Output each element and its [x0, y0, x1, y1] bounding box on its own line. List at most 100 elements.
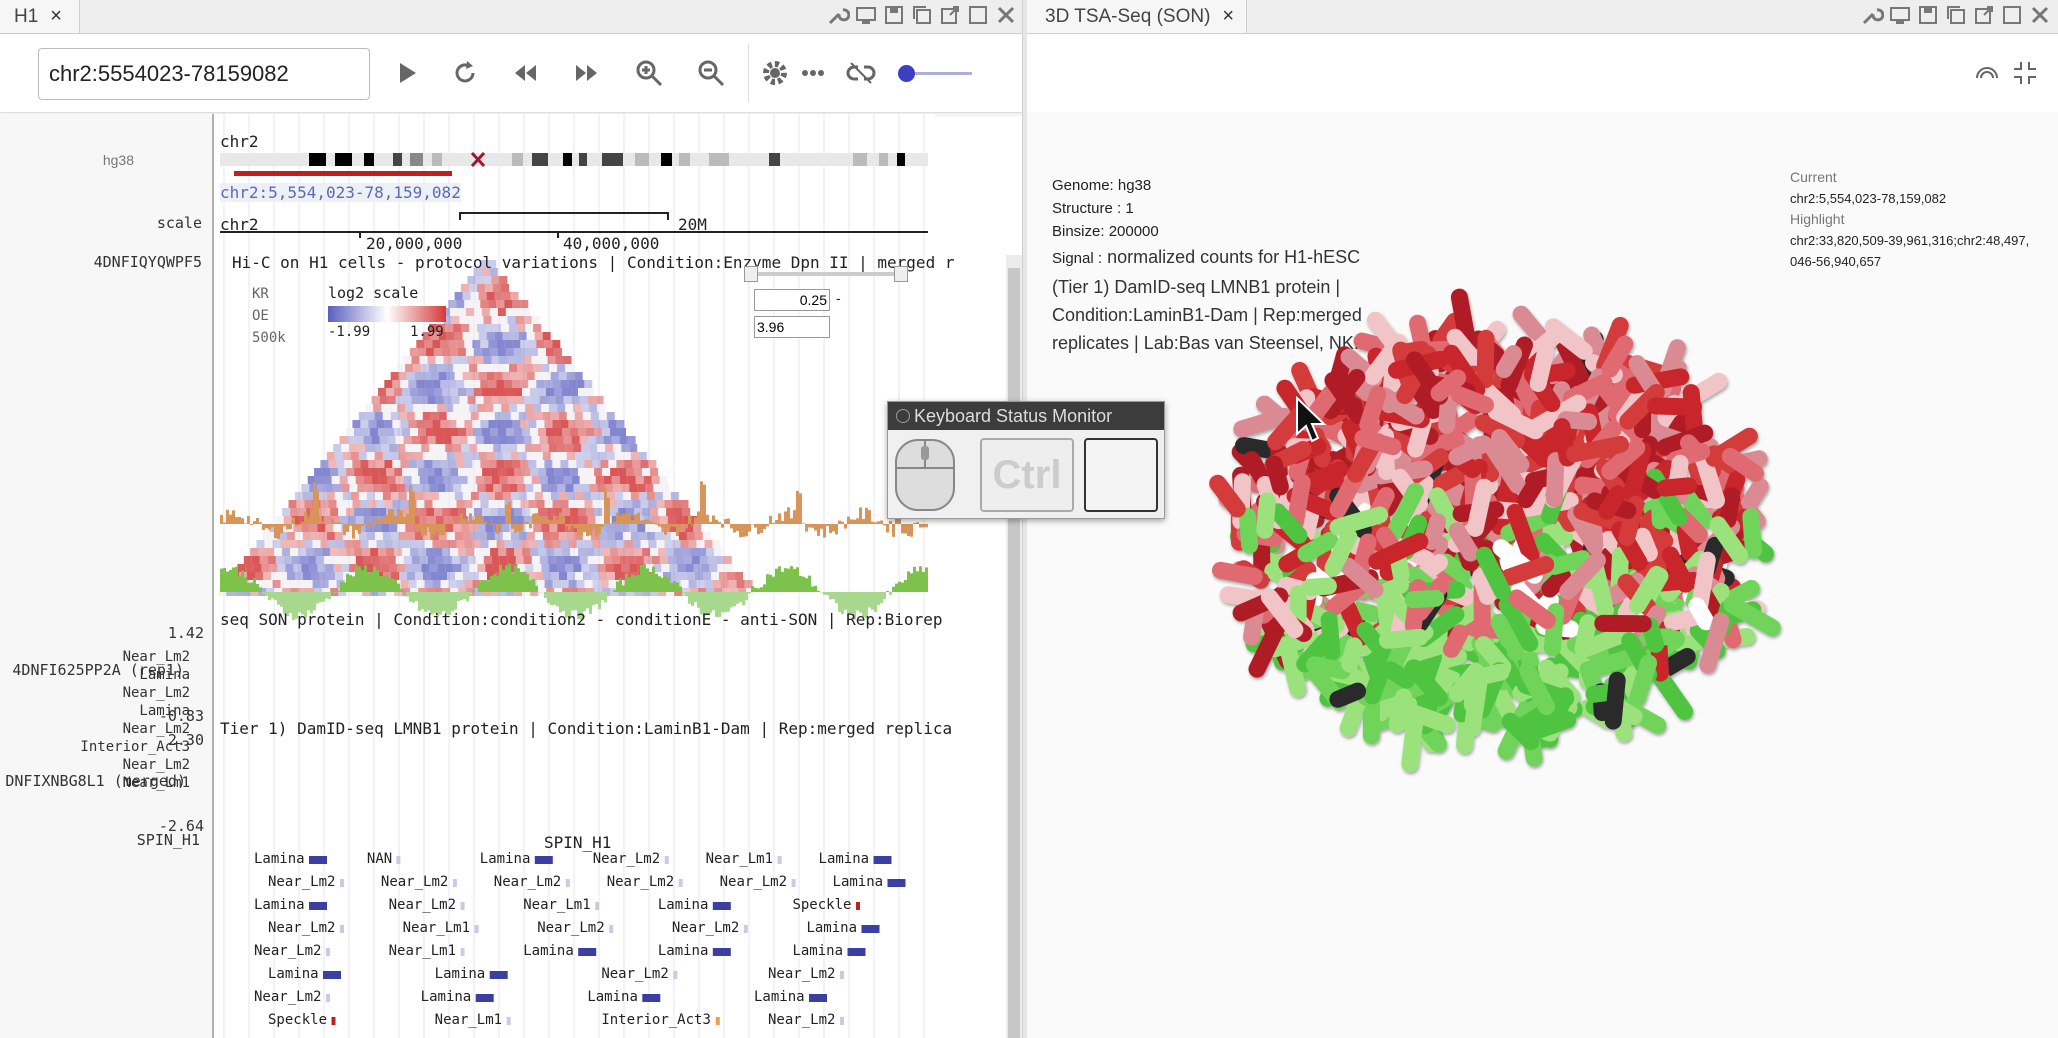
- close-icon[interactable]: ×: [50, 5, 62, 27]
- hic-cell: [525, 364, 534, 372]
- refresh-icon[interactable]: [450, 58, 480, 88]
- zoom-slider-knob[interactable]: [898, 65, 915, 82]
- ideogram-band: [432, 153, 442, 166]
- hic-cell: [507, 356, 516, 364]
- hic-cell: [443, 396, 452, 404]
- tab-h1[interactable]: H1 ×: [0, 0, 80, 33]
- hic-cell: [395, 396, 404, 404]
- play-icon[interactable]: [392, 58, 422, 88]
- hic-cell: [394, 468, 403, 476]
- close-pane-icon[interactable]: [994, 3, 1018, 27]
- hic-norm[interactable]: KR: [252, 286, 269, 302]
- hic-cell: [480, 380, 489, 388]
- monitor-close-icon[interactable]: [896, 409, 910, 423]
- keyboard-status-monitor[interactable]: Keyboard Status Monitor Ctrl: [887, 401, 1165, 519]
- hic-cell: [488, 300, 497, 308]
- chromatin-segment: [1301, 577, 1337, 596]
- range-slider-max-handle[interactable]: [894, 266, 908, 282]
- hic-cell: [693, 564, 702, 572]
- copy-icon[interactable]: [1944, 3, 1968, 27]
- save-icon[interactable]: [882, 3, 906, 27]
- gear-icon[interactable]: [760, 58, 790, 88]
- damid-bar: [373, 566, 376, 592]
- scrollbar-thumb[interactable]: [1008, 268, 1020, 1038]
- damid-bar: [421, 592, 424, 609]
- hic-cell: [558, 452, 567, 460]
- son-bar: [670, 524, 673, 527]
- hic-cell: [365, 564, 374, 572]
- hic-cell: [539, 476, 548, 484]
- 3d-canvas[interactable]: Genome: hg38 Structure : 1 Binsize: 2000…: [1027, 34, 2058, 1038]
- chromatin-segment: [1498, 596, 1539, 652]
- range-slider-track[interactable]: [751, 272, 901, 276]
- rewind-icon[interactable]: [510, 58, 540, 88]
- unlink-icon[interactable]: [846, 58, 876, 88]
- damid-bar: [892, 586, 895, 592]
- chromosome-ideogram[interactable]: [220, 151, 928, 168]
- zoom-in-icon[interactable]: [634, 58, 664, 88]
- damid-bar: [286, 592, 289, 617]
- chromatin-segment: [1508, 589, 1556, 630]
- hic-cell: [370, 548, 379, 556]
- hic-cell: [470, 492, 479, 500]
- range-slider-min-handle[interactable]: [744, 266, 758, 282]
- hic-cell: [312, 580, 321, 588]
- hic-resolution[interactable]: 500k: [252, 330, 286, 346]
- hic-cell: [413, 484, 422, 492]
- screen-icon[interactable]: [1888, 3, 1912, 27]
- rotate-icon[interactable]: [1972, 58, 2002, 88]
- save-icon[interactable]: [1916, 3, 1940, 27]
- hic-cell: [440, 540, 449, 548]
- popout-icon[interactable]: [1972, 3, 1996, 27]
- hic-cell: [571, 556, 580, 564]
- fast-forward-icon[interactable]: [572, 58, 602, 88]
- wrench-icon[interactable]: [1860, 3, 1885, 27]
- hic-heatmap[interactable]: [218, 260, 755, 596]
- son-bar: [409, 485, 412, 524]
- son-bar: [748, 524, 751, 532]
- hic-cell: [489, 348, 498, 356]
- tab-3d-tsa-seq[interactable]: 3D TSA-Seq (SON) ×: [1027, 0, 1247, 33]
- hic-cell: [507, 396, 516, 404]
- damid-bar: [448, 592, 451, 615]
- hic-cell: [497, 348, 506, 356]
- hic-cell: [427, 396, 436, 404]
- screen-icon[interactable]: [854, 3, 878, 27]
- monitor-titlebar[interactable]: Keyboard Status Monitor: [888, 402, 1164, 430]
- chromatin-segment: [1472, 568, 1496, 605]
- hic-cell: [502, 492, 511, 500]
- hic-cell: [306, 548, 315, 556]
- locus-input[interactable]: [38, 48, 370, 100]
- damid-bar: [280, 592, 283, 607]
- chromatin-segment: [1593, 375, 1624, 410]
- hic-cell: [419, 556, 428, 564]
- hic-cell: [643, 556, 652, 564]
- zoom-out-icon[interactable]: [696, 58, 726, 88]
- collapse-icon[interactable]: [2010, 58, 2040, 88]
- popout-icon[interactable]: [938, 3, 962, 27]
- hic-cell: [570, 508, 579, 516]
- zoom-slider-track[interactable]: [908, 72, 972, 75]
- hic-cell: [659, 476, 668, 484]
- range-max-input[interactable]: [754, 316, 830, 338]
- hic-cell: [414, 372, 423, 380]
- chromatin-structure[interactable]: [1027, 34, 2058, 1038]
- more-icon[interactable]: [798, 58, 828, 88]
- copy-icon[interactable]: [910, 3, 934, 27]
- hic-cell: [555, 556, 564, 564]
- maximize-icon[interactable]: [966, 3, 990, 27]
- son-bar: [286, 524, 289, 530]
- hic-cell: [560, 580, 569, 588]
- close-pane-icon[interactable]: [2028, 3, 2052, 27]
- range-min-input[interactable]: [754, 289, 830, 311]
- hic-cell: [530, 388, 538, 396]
- hic-mode[interactable]: OE: [252, 308, 269, 324]
- spin-feature-label: Near_Lm2: [592, 851, 661, 867]
- son-bar: [391, 508, 394, 524]
- close-icon[interactable]: ×: [1222, 5, 1235, 27]
- hic-cell: [368, 460, 377, 468]
- wrench-icon[interactable]: [826, 3, 851, 27]
- son-bar: [472, 519, 475, 524]
- hic-cell: [616, 420, 625, 428]
- maximize-icon[interactable]: [2000, 3, 2024, 27]
